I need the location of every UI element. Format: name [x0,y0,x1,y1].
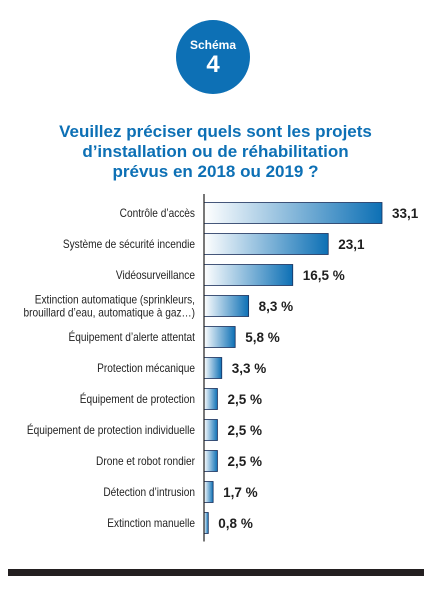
category-label: Extinction manuelle [107,517,195,530]
bar-chart: Contrôle d’accès 33,1 Système de sécurité … [23,194,419,542]
chart-title-line: d’installation ou de réhabilitation [82,142,349,161]
bar [203,512,209,534]
bar [203,357,223,379]
value-label: 3,3 % [232,361,267,376]
category-label: Protection mécanique [97,362,195,375]
category-label: Équipement de protection individuelle [27,423,195,437]
schema-badge-label: Schéma [189,38,237,52]
category-label: Équipement de protection [80,392,195,406]
value-label: 2,5 % [227,423,262,438]
value-label: 16,5 % [303,268,345,283]
chart-title: Veuillez préciser quels sont les projets… [20,122,411,182]
schema-badge: Schéma 4 [176,20,250,94]
bar [203,233,329,255]
category-label: Extinction automatique (sprinkleurs, brou… [23,294,195,320]
category-label: Vidéosurveillance [116,269,195,282]
bar [203,419,218,441]
bar [203,295,250,317]
value-label: 23,1 [338,237,365,252]
value-label: 2,5 % [227,454,262,469]
value-label: 5,8 % [245,330,280,345]
value-label: 33,1 [392,206,419,221]
category-label: Contrôle d’accès [120,207,196,220]
schema-badge-number: 4 [206,51,220,78]
category-label: Système de sécurité incendie [63,238,195,251]
bar [203,388,218,410]
bar [203,481,214,503]
category-label: Équipement d’alerte attentat [68,330,195,344]
bar [203,264,294,286]
value-label: 8,3 % [259,299,294,314]
value-label: 0,8 % [218,516,253,531]
bar [203,450,218,472]
bottom-rule [8,569,424,576]
bar [203,326,236,348]
value-label: 1,7 % [223,485,258,500]
category-label: Détection d’intrusion [103,486,195,499]
bar [203,202,383,224]
chart-title-line: prévus en 2018 ou 2019 ? [112,162,319,181]
chart-title-line: Veuillez préciser quels sont les projets [59,122,372,141]
category-label: Drone et robot rondier [96,455,195,468]
value-label: 2,5 % [227,392,262,407]
